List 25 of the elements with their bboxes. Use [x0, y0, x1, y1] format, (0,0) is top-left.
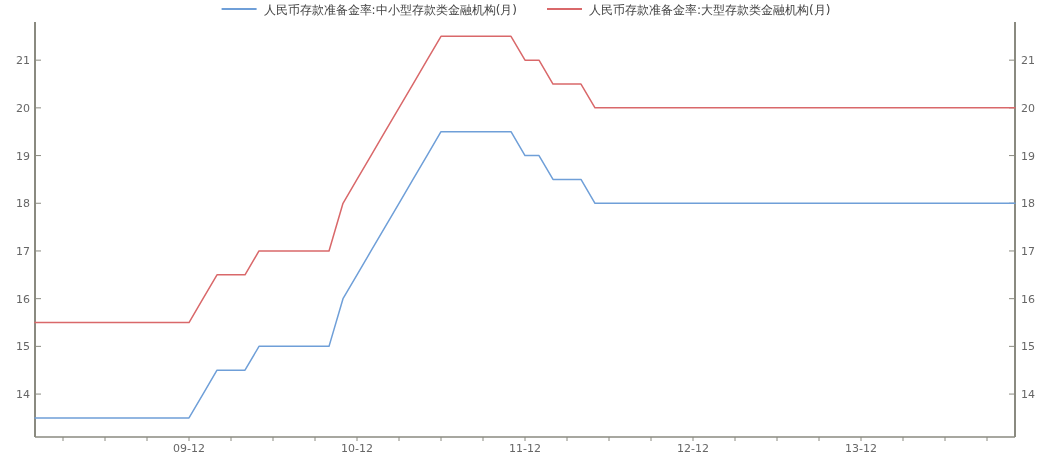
y-tick-label: 14 [16, 388, 30, 402]
y-tick-label: 19 [16, 149, 30, 163]
y2-tick-label: 19 [1021, 149, 1035, 163]
legend-label: 人民币存款准备金率:大型存款类金融机构(月) [589, 3, 831, 17]
x-tick-label: 12-12 [677, 442, 709, 455]
y2-tick-label: 21 [1021, 54, 1035, 68]
y-tick-label: 16 [16, 292, 30, 306]
y-tick-label: 18 [16, 197, 30, 211]
y2-tick-label: 17 [1021, 244, 1035, 258]
x-tick-label: 11-12 [509, 442, 541, 455]
y2-tick-label: 16 [1021, 292, 1035, 306]
y-tick-label: 20 [16, 101, 30, 115]
x-tick-label: 10-12 [341, 442, 373, 455]
legend-label: 人民币存款准备金率:中小型存款类金融机构(月) [263, 3, 517, 17]
y-tick-label: 21 [16, 54, 30, 68]
y2-tick-label: 15 [1021, 340, 1035, 354]
line-series [34, 35, 1016, 324]
y2-tick-label: 18 [1021, 197, 1035, 211]
x-tick-label: 13-12 [845, 442, 877, 455]
y2-tick-label: 20 [1021, 101, 1035, 115]
line-series [34, 130, 1016, 419]
x-tick-label: 09-12 [173, 442, 205, 455]
y-tick-label: 17 [16, 244, 30, 258]
y2-tick-label: 14 [1021, 388, 1035, 402]
y-tick-label: 15 [16, 340, 30, 354]
